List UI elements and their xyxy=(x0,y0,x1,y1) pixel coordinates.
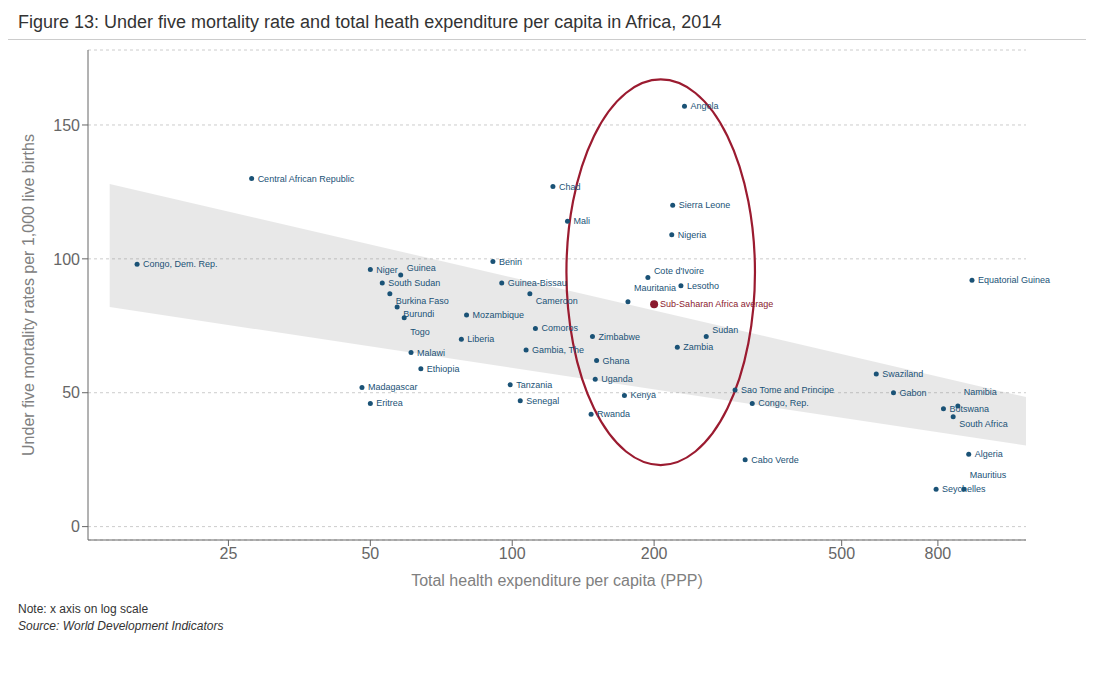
svg-text:Niger: Niger xyxy=(376,265,398,275)
svg-text:Congo, Dem. Rep.: Congo, Dem. Rep. xyxy=(143,259,218,269)
svg-text:Gabon: Gabon xyxy=(899,388,926,398)
svg-text:Cote d'Ivoire: Cote d'Ivoire xyxy=(654,266,704,276)
svg-text:Sierra Leone: Sierra Leone xyxy=(679,200,731,210)
svg-text:Sub-Saharan Africa average: Sub-Saharan Africa average xyxy=(660,299,773,309)
svg-text:South Africa: South Africa xyxy=(959,419,1008,429)
svg-text:Sao Tome and Principe: Sao Tome and Principe xyxy=(741,385,834,395)
svg-text:Eritrea: Eritrea xyxy=(376,398,403,408)
svg-text:Comoros: Comoros xyxy=(541,323,578,333)
svg-text:Mali: Mali xyxy=(573,216,590,226)
svg-text:Chad: Chad xyxy=(559,182,581,192)
svg-text:Mauritius: Mauritius xyxy=(970,470,1007,480)
svg-text:Zimbabwe: Zimbabwe xyxy=(598,332,640,342)
svg-text:Cameroon: Cameroon xyxy=(536,296,578,306)
svg-text:Angola: Angola xyxy=(690,101,718,111)
svg-text:Algeria: Algeria xyxy=(975,449,1003,459)
html-text:Note: x axis on log scale: Note: x axis on log scale xyxy=(18,602,149,616)
svg-text:Ghana: Ghana xyxy=(603,356,630,366)
svg-text:Seychelles: Seychelles xyxy=(942,484,986,494)
svg-text:500: 500 xyxy=(828,545,855,562)
svg-text:Kenya: Kenya xyxy=(630,390,656,400)
svg-text:Swaziland: Swaziland xyxy=(882,369,923,379)
svg-text:Zambia: Zambia xyxy=(683,342,713,352)
svg-text:50: 50 xyxy=(361,545,379,562)
svg-text:Guinea: Guinea xyxy=(407,263,436,273)
svg-text:Under five mortality rates per: Under five mortality rates per 1,000 liv… xyxy=(20,134,37,456)
svg-text:0: 0 xyxy=(71,518,80,535)
svg-text:Guinea-Bissau: Guinea-Bissau xyxy=(508,278,567,288)
svg-text:Burkina Faso: Burkina Faso xyxy=(396,296,449,306)
svg-text:150: 150 xyxy=(53,117,80,134)
svg-text:800: 800 xyxy=(925,545,952,562)
svg-text:Uganda: Uganda xyxy=(601,374,633,384)
svg-text:Malawi: Malawi xyxy=(417,348,445,358)
svg-text:Burundi: Burundi xyxy=(403,309,434,319)
svg-text:Nigeria: Nigeria xyxy=(678,230,707,240)
svg-text:Central African Republic: Central African Republic xyxy=(258,174,355,184)
html-text:Figure 13: Under five mortalit: Figure 13: Under five mortality rate and… xyxy=(18,12,722,32)
svg-text:Ethiopia: Ethiopia xyxy=(427,364,460,374)
svg-text:Total health expenditure per c: Total health expenditure per capita (PPP… xyxy=(411,572,703,589)
svg-text:South Sudan: South Sudan xyxy=(388,278,440,288)
svg-text:Cabo Verde: Cabo Verde xyxy=(751,455,799,465)
svg-text:Togo: Togo xyxy=(410,327,430,337)
svg-text:Tanzania: Tanzania xyxy=(516,380,552,390)
svg-text:Botswana: Botswana xyxy=(949,404,989,414)
svg-text:100: 100 xyxy=(53,251,80,268)
svg-text:Gambia, The: Gambia, The xyxy=(532,345,584,355)
svg-text:200: 200 xyxy=(641,545,668,562)
svg-text:25: 25 xyxy=(220,545,238,562)
svg-text:Senegal: Senegal xyxy=(526,396,559,406)
svg-text:Rwanda: Rwanda xyxy=(597,409,630,419)
svg-text:Benin: Benin xyxy=(499,257,522,267)
svg-text:100: 100 xyxy=(499,545,526,562)
svg-text:Mauritania: Mauritania xyxy=(634,283,676,293)
html-text:Source: World Development Indi: Source: World Development Indicators xyxy=(18,619,224,633)
svg-text:Sudan: Sudan xyxy=(712,325,738,335)
svg-text:Madagascar: Madagascar xyxy=(368,382,418,392)
svg-text:50: 50 xyxy=(62,384,80,401)
svg-text:Mozambique: Mozambique xyxy=(473,310,525,320)
svg-text:Congo, Rep.: Congo, Rep. xyxy=(758,398,809,408)
svg-text:Equatorial Guinea: Equatorial Guinea xyxy=(978,275,1050,285)
svg-text:Namibia: Namibia xyxy=(964,387,997,397)
svg-text:Liberia: Liberia xyxy=(467,334,494,344)
svg-text:Lesotho: Lesotho xyxy=(687,281,719,291)
